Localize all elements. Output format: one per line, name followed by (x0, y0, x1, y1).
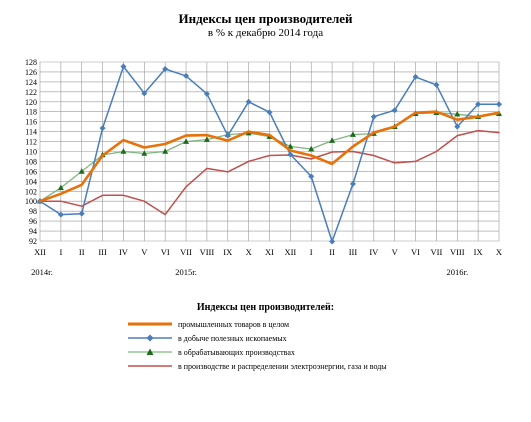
data-point-manufacturing (349, 131, 356, 137)
x-tick-label: VI (411, 247, 420, 257)
x-tick-label: VIII (450, 247, 465, 257)
data-point-mining (141, 90, 148, 97)
y-tick-label: 94 (29, 227, 37, 236)
x-tick-label: II (329, 247, 335, 257)
legend-swatch-manufacturing (128, 347, 172, 357)
legend-title: Индексы цен производителей: (196, 302, 335, 313)
data-point-mining (349, 180, 356, 187)
y-tick-label: 102 (25, 187, 37, 196)
y-tick-label: 106 (25, 167, 37, 176)
y-tick-label: 128 (25, 58, 37, 67)
x-tick-label: VII (431, 247, 443, 257)
x-tick-label: IV (369, 247, 379, 257)
series-line-3 (39, 129, 500, 216)
x-tick-label: V (392, 247, 399, 257)
x-tick-label: II (79, 247, 85, 257)
y-tick-label: 100 (25, 197, 37, 206)
legend-item-manufacturing: в обрабатывающих производствах (128, 345, 295, 359)
data-point-mining (120, 63, 127, 70)
data-point-manufacturing (203, 136, 210, 142)
y-tick-label: 116 (25, 118, 37, 127)
y-tick-label: 96 (29, 217, 37, 226)
data-point-manufacturing (141, 150, 148, 156)
y-tick-label: 104 (25, 177, 37, 186)
x-tick-label: VIII (200, 247, 215, 257)
year-label: 2015г. (175, 267, 197, 277)
y-tick-label: 126 (25, 68, 37, 77)
x-tick-label: IV (119, 247, 129, 257)
data-point-mining (308, 173, 315, 180)
legend-swatch-mining (128, 333, 172, 343)
y-tick-label: 114 (25, 128, 37, 137)
year-label: 2016г. (446, 267, 468, 277)
x-tick-label: I (310, 247, 313, 257)
data-point-manufacturing (78, 168, 85, 174)
y-tick-label: 110 (25, 148, 37, 157)
chart-title: Индексы цен производителей (178, 11, 353, 26)
data-point-manufacturing (120, 148, 127, 154)
data-point-mining (475, 101, 482, 108)
legend-label-mining: в добыче полезных ископаемых (178, 333, 287, 343)
data-point-manufacturing (287, 143, 294, 149)
y-tick-label: 98 (29, 207, 37, 216)
data-point-manufacturing (183, 138, 190, 144)
data-point-mining (78, 210, 85, 217)
data-point-manufacturing (329, 137, 336, 143)
legend-item-industrial: промышленных товаров в целом (128, 317, 289, 331)
x-tick-label: VI (161, 247, 170, 257)
data-point-mining (412, 73, 419, 80)
chart-subtitle: в % к декабрю 2014 года (207, 27, 324, 39)
x-tick-label: XII (34, 247, 46, 257)
data-point-mining (245, 98, 252, 105)
legend-swatch-industrial (128, 319, 172, 329)
legend-item-mining: в добыче полезных ископаемых (128, 331, 287, 345)
data-point-mining (329, 238, 336, 245)
data-point-manufacturing (454, 110, 461, 117)
data-point-manufacturing (57, 184, 64, 191)
data-point-mining (57, 211, 64, 218)
y-tick-label: 108 (25, 157, 37, 166)
x-tick-label: III (98, 247, 107, 257)
data-point-manufacturing (308, 145, 315, 152)
x-tick-label: III (349, 247, 358, 257)
line-chart: 9294969810010210410610811011211411611812… (25, 58, 502, 277)
y-tick-label: 118 (25, 108, 37, 117)
y-tick-label: 122 (25, 88, 37, 97)
x-tick-label: X (246, 247, 252, 257)
x-tick-label: IX (474, 247, 483, 257)
y-tick-label: 124 (25, 78, 37, 87)
data-point-mining (162, 65, 169, 72)
data-point-mining (287, 151, 294, 158)
y-tick-label: 120 (25, 98, 37, 107)
x-tick-label: XI (265, 247, 274, 257)
data-point-mining (99, 125, 106, 132)
series-line-0 (38, 110, 501, 203)
x-tick-label: X (496, 247, 502, 257)
data-point-mining (183, 72, 190, 79)
year-label: 2014г. (31, 267, 53, 277)
x-tick-label: VII (180, 247, 192, 257)
x-tick-label: V (141, 247, 148, 257)
data-point-mining (391, 107, 398, 114)
data-point-mining (454, 123, 461, 130)
x-tick-label: XII (284, 247, 296, 257)
legend-label-energy: в производстве и распределении электроэн… (178, 361, 387, 371)
x-tick-label: IX (223, 247, 232, 257)
y-tick-label: 92 (29, 237, 37, 246)
data-point-mining (496, 101, 502, 108)
data-point-mining (224, 132, 231, 139)
data-point-mining (370, 113, 377, 120)
data-point-mining (433, 81, 440, 88)
legend-swatch-energy (128, 361, 172, 371)
data-point-manufacturing (162, 148, 169, 154)
data-point-mining (266, 109, 273, 116)
legend-label-manufacturing: в обрабатывающих производствах (178, 347, 295, 357)
legend-item-energy: в производстве и распределении электроэн… (128, 359, 387, 373)
x-tick-label: I (59, 247, 62, 257)
legend-label-industrial: промышленных товаров в целом (178, 319, 290, 329)
data-point-mining (203, 90, 210, 97)
y-tick-label: 112 (25, 138, 37, 147)
